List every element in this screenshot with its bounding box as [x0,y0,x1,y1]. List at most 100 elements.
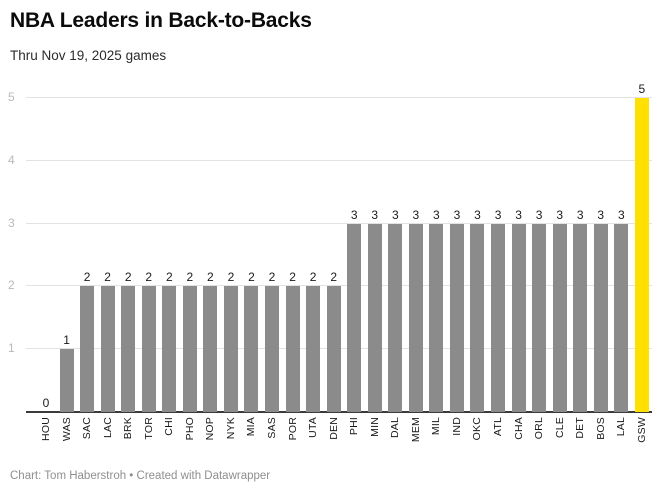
y-axis-tick-label: 2 [8,278,15,293]
x-axis-label: CLE [553,417,566,439]
bar-column: 3 [385,209,405,412]
bar-value-label: 2 [186,270,194,285]
bar-value-label: 3 [535,207,543,222]
bar-value-label: 3 [494,207,502,222]
x-axis-label: DEN [327,417,340,440]
x-axis-label: DET [574,417,587,439]
x-axis-label: UTA [307,417,320,438]
x-axis-label: LAC [101,417,114,439]
bar-column: 3 [488,209,508,412]
bar-value-label: 3 [412,207,420,222]
x-axis-label: PHO [183,417,196,441]
x-axis-label-cell: POR [283,417,303,461]
x-axis-label: GSW [635,417,648,443]
gridline [26,222,652,224]
x-axis-label-cell: DEN [324,417,344,461]
bar-column: 5 [632,83,652,412]
bar [203,286,218,412]
bar-column: 3 [406,209,426,412]
bar-value-label: 2 [165,270,173,285]
bar-column: 2 [303,271,323,412]
y-axis-tick-label: 5 [8,90,15,104]
bar-value-label: 3 [391,207,399,222]
x-axis-label: POR [286,417,299,441]
x-axis-label-cell: IND [447,417,467,461]
bar [614,223,629,412]
x-axis-label: OKC [471,417,484,441]
x-axis-label: MIA [245,417,258,437]
bar-value-label: 3 [597,207,605,222]
x-axis-label-cell: LAL [611,417,631,461]
bar [429,223,444,412]
bar-column: 0 [36,397,56,412]
bar-value-label: 2 [145,270,153,285]
bar [80,286,95,412]
bar-column: 2 [283,271,303,412]
x-axis-label: BOS [594,417,607,440]
x-axis-label: ATL [492,417,505,437]
x-axis-label-cell: MIA [241,417,261,461]
x-axis-label-cell: MEM [406,417,426,461]
bar-value-label: 2 [330,270,337,285]
bar-column: 2 [118,271,138,412]
bar [388,223,403,412]
bar-value-label: 3 [433,207,440,222]
bar-value-label: 2 [289,270,296,285]
x-axis-label: NOP [204,417,217,441]
x-axis-label-cell: BOS [591,417,611,461]
bar-column: 3 [447,209,467,412]
x-axis-label: HOU [40,417,52,441]
bar-column: 2 [241,271,261,412]
bar-value-label: 5 [638,82,646,96]
x-axis-label-cell: PHI [344,417,364,461]
bar [162,286,177,412]
bar-column: 2 [159,271,179,412]
bar-value-label: 1 [63,333,70,348]
x-axis-labels: HOU WAS SAC LAC BRK TOR CHI PHO NOP NYK MIA SAS POR U… [36,417,652,461]
bar [532,223,547,412]
bar-value-label: 3 [474,207,481,222]
bar [634,98,649,412]
bar-column: 2 [200,271,220,412]
bar [449,223,464,412]
bar [326,286,341,412]
x-axis-label-cell: ATL [488,417,508,461]
bar-column: 3 [509,209,529,412]
bar [223,286,238,412]
x-axis-label-cell: NOP [200,417,220,461]
bar-column: 3 [426,209,446,412]
x-axis-label-cell: CHA [509,417,529,461]
bar-column: 3 [344,209,364,412]
bar-column: 3 [467,209,487,412]
bar [100,286,115,412]
bar-column: 3 [550,209,570,412]
gridline [26,285,652,287]
bar-column: 3 [591,209,611,412]
bar [121,286,136,412]
bar-value-label: 3 [350,207,358,222]
bar-value-label: 2 [309,270,317,285]
x-axis-label-cell: MIL [426,417,446,461]
x-axis-label: NYK [224,417,237,440]
y-axis-tick-label: 4 [8,152,15,167]
x-axis-label-cell: PHO [180,417,200,461]
bar-value-label: 2 [104,270,111,285]
x-axis-label-cell: OKC [467,417,487,461]
bar [593,223,608,412]
bar-value-label: 3 [617,207,625,222]
x-axis-label-cell: TOR [139,417,159,461]
bar-column: 3 [529,209,549,412]
bar-column: 2 [221,271,241,412]
bar-column: 3 [365,209,385,412]
y-axis-tick-label: 3 [8,215,15,230]
x-axis-label-cell: BRK [118,417,138,461]
bar-column: 1 [57,334,77,412]
x-axis-label: SAS [266,417,279,439]
bar [367,223,382,412]
x-axis-label-cell: DAL [385,417,405,461]
x-axis-label-cell: SAC [77,417,97,461]
bar-value-label: 2 [124,270,132,285]
gridline [26,159,652,161]
bar-column: 2 [324,271,344,412]
